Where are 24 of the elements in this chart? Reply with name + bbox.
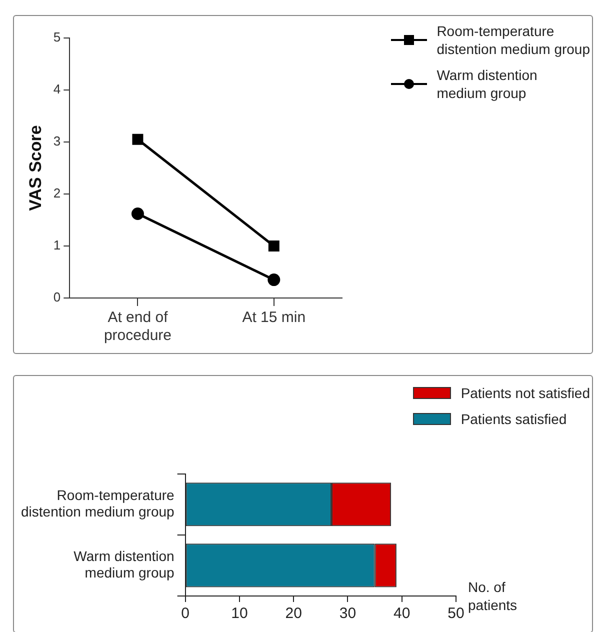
x-tick-label: 0 (181, 605, 190, 622)
point (131, 208, 144, 220)
x-tick-label: At 15 min (242, 309, 306, 326)
y-tick-label: 4 (53, 82, 61, 97)
x-tick-label: 50 (448, 605, 464, 622)
legend-label: Patients satisfied (460, 410, 567, 428)
y-tick-label: 1 (53, 238, 61, 253)
point (268, 240, 280, 252)
y-tick-label: 0 (53, 290, 61, 305)
x-tick-label: 40 (394, 605, 410, 622)
legend-label: Warm distention medium group (436, 66, 538, 102)
y-tick-label: 2 (53, 186, 61, 201)
y-tick-label: 5 (53, 30, 61, 45)
y-axis-title: VAS Score (26, 125, 45, 211)
x-tick-label: At end of procedure (104, 309, 172, 344)
point (132, 134, 144, 145)
point (268, 274, 280, 286)
legend-label: Patients not satisfied (460, 384, 590, 402)
legend-label: Room-temperature distention medium group (436, 22, 590, 58)
x-tick-label: 20 (285, 605, 302, 622)
x-tick-label: 30 (339, 605, 356, 622)
y-tick-label: 3 (53, 134, 61, 149)
x-tick-label: 10 (231, 605, 248, 622)
x-axis-title: No. of patients (468, 578, 518, 613)
